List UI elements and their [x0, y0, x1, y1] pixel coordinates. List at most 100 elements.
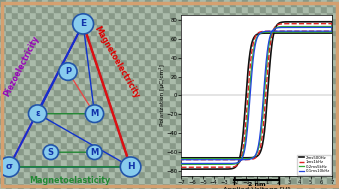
Bar	[218, 124, 224, 130]
Bar	[85, 24, 91, 29]
Bar	[157, 53, 163, 59]
Bar	[200, 41, 206, 47]
Bar	[206, 89, 212, 94]
Bar	[36, 112, 42, 118]
Bar	[218, 160, 224, 165]
Bar	[97, 148, 103, 153]
Bar	[163, 177, 170, 183]
Bar	[91, 12, 97, 18]
Bar	[248, 171, 254, 177]
Bar	[266, 106, 273, 112]
Bar	[115, 94, 121, 100]
Text: Piezoelectricity: Piezoelectricity	[2, 34, 41, 98]
Bar	[66, 71, 73, 77]
Bar	[303, 160, 309, 165]
Bar	[61, 171, 66, 177]
Bar	[97, 153, 103, 160]
Bar	[151, 112, 157, 118]
Bar	[145, 165, 151, 171]
Bar	[333, 165, 339, 171]
Bar	[0, 94, 6, 100]
Bar	[127, 165, 133, 171]
Bar	[303, 77, 309, 83]
Bar	[297, 29, 303, 36]
Bar	[236, 83, 242, 89]
Bar	[109, 94, 115, 100]
Bar	[12, 36, 18, 41]
Bar	[303, 94, 309, 100]
Bar	[48, 153, 55, 160]
Bar	[6, 89, 12, 94]
Bar	[127, 124, 133, 130]
Bar	[0, 47, 6, 53]
Bar	[73, 177, 79, 183]
Bar	[97, 24, 103, 29]
Bar	[127, 118, 133, 124]
Bar	[151, 83, 157, 89]
Bar	[248, 18, 254, 24]
Bar	[297, 148, 303, 153]
Bar	[273, 65, 278, 71]
Bar	[297, 77, 303, 83]
Bar	[91, 83, 97, 89]
Bar	[176, 106, 182, 112]
Bar	[224, 153, 230, 160]
Bar	[79, 148, 85, 153]
Bar	[109, 29, 115, 36]
Bar	[79, 177, 85, 183]
Bar	[48, 65, 55, 71]
Bar	[127, 77, 133, 83]
Bar	[18, 71, 24, 77]
Bar	[6, 83, 12, 89]
Bar	[73, 100, 79, 106]
Bar	[230, 36, 236, 41]
Bar	[157, 106, 163, 112]
Bar	[115, 71, 121, 77]
Bar	[55, 53, 61, 59]
Bar	[30, 165, 36, 171]
Bar	[327, 118, 333, 124]
Bar	[61, 106, 66, 112]
Bar	[12, 136, 18, 142]
Bar	[242, 83, 248, 89]
Bar	[182, 0, 188, 6]
Bar	[224, 160, 230, 165]
Bar	[151, 148, 157, 153]
Bar	[212, 12, 218, 18]
Bar	[163, 0, 170, 6]
Bar	[278, 142, 284, 148]
Bar	[121, 153, 127, 160]
Bar	[133, 29, 139, 36]
Bar	[194, 71, 200, 77]
Bar	[12, 183, 18, 189]
Bar	[315, 183, 321, 189]
Bar	[176, 18, 182, 24]
Bar	[182, 160, 188, 165]
Bar	[61, 71, 66, 77]
Bar	[109, 6, 115, 12]
Bar	[163, 29, 170, 36]
Bar	[182, 177, 188, 183]
Bar	[327, 177, 333, 183]
Bar	[236, 118, 242, 124]
Bar	[79, 89, 85, 94]
Bar	[248, 160, 254, 165]
Bar	[291, 118, 297, 124]
Bar	[242, 112, 248, 118]
1ms1kHz	[230, 166, 234, 168]
Bar	[315, 118, 321, 124]
Bar	[48, 171, 55, 177]
Bar	[36, 53, 42, 59]
Bar	[242, 130, 248, 136]
Bar	[170, 160, 176, 165]
Bar	[309, 177, 315, 183]
Bar	[327, 83, 333, 89]
Bar	[73, 36, 79, 41]
Bar	[176, 165, 182, 171]
Bar	[273, 183, 278, 189]
Bar	[230, 165, 236, 171]
Bar	[30, 124, 36, 130]
Bar	[291, 112, 297, 118]
Bar	[73, 94, 79, 100]
Bar	[254, 89, 260, 94]
